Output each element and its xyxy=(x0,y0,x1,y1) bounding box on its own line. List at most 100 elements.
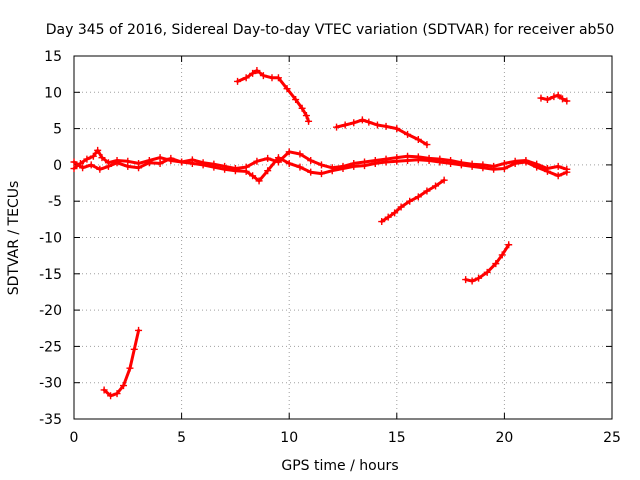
y-tick-label: -25 xyxy=(39,339,62,355)
y-axis-label: SDTVAR / TECUs xyxy=(6,181,22,296)
data-point xyxy=(231,165,239,173)
data-point xyxy=(328,164,336,172)
data-point xyxy=(550,93,558,101)
y-tick-label: -15 xyxy=(39,267,62,283)
series-3 xyxy=(333,116,431,149)
series-2 xyxy=(234,67,313,125)
data-point xyxy=(234,77,242,85)
data-point xyxy=(457,159,465,167)
data-point xyxy=(242,74,250,82)
data-point xyxy=(255,177,263,185)
data-point xyxy=(307,168,315,176)
data-point xyxy=(100,386,108,394)
data-point xyxy=(373,121,381,129)
data-point xyxy=(89,152,97,160)
data-point xyxy=(253,67,261,75)
x-tick-label: 10 xyxy=(280,430,298,446)
data-point xyxy=(341,121,349,129)
data-point xyxy=(554,162,562,170)
data-point xyxy=(249,172,257,180)
data-point xyxy=(259,72,267,80)
series-4 xyxy=(378,176,448,226)
data-point xyxy=(302,112,310,120)
data-point xyxy=(285,159,293,167)
data-point xyxy=(113,390,121,398)
data-point xyxy=(483,268,491,276)
data-point xyxy=(490,162,498,170)
data-point xyxy=(135,164,143,172)
data-point xyxy=(130,345,138,353)
data-point xyxy=(317,161,325,169)
data-point xyxy=(292,96,300,104)
data-point xyxy=(436,155,444,163)
data-point xyxy=(296,150,304,158)
data-point xyxy=(365,118,373,126)
axis-ticks: 0 5 10 15 20 25 -35 -30 -25 -20 -15 -10 -5 0 5 10 15 xyxy=(39,49,621,446)
y-tick-label: 5 xyxy=(53,122,62,138)
data-point xyxy=(188,156,196,164)
data-point xyxy=(296,163,304,171)
data-point xyxy=(554,172,562,180)
data-point xyxy=(87,161,95,169)
y-tick-label: -30 xyxy=(39,376,62,392)
data-point xyxy=(425,154,433,162)
data-point xyxy=(264,154,272,162)
data-point xyxy=(423,141,431,149)
chart-title: Day 345 of 2016, Sidereal Day-to-day VTE… xyxy=(46,22,615,38)
data-point xyxy=(500,159,508,167)
data-point xyxy=(145,159,153,167)
data-point xyxy=(543,165,551,173)
data-point xyxy=(475,274,483,282)
data-point xyxy=(404,152,412,160)
y-tick-label: 10 xyxy=(44,85,62,101)
data-point xyxy=(447,157,455,165)
data-point xyxy=(307,157,315,165)
data-point xyxy=(274,74,282,82)
data-point xyxy=(178,158,186,166)
data-point xyxy=(126,364,134,372)
data-point xyxy=(382,122,390,130)
data-point xyxy=(397,203,405,211)
data-point xyxy=(382,155,390,163)
data-point xyxy=(393,125,401,133)
data-point xyxy=(498,251,506,259)
data-point xyxy=(167,154,175,162)
y-tick-label: 15 xyxy=(44,49,62,65)
data-point xyxy=(199,159,207,167)
y-tick-label: -5 xyxy=(48,194,62,210)
data-point xyxy=(350,119,358,127)
data-point xyxy=(317,170,325,178)
data-point xyxy=(511,157,519,165)
data-point xyxy=(378,218,386,226)
y-tick-label: 0 xyxy=(53,158,62,174)
data-point xyxy=(479,161,487,169)
data-point xyxy=(96,165,104,173)
data-point xyxy=(268,74,276,82)
data-point xyxy=(283,85,291,93)
data-point xyxy=(264,167,272,175)
grid-lines xyxy=(74,56,612,419)
series-1 xyxy=(70,148,571,173)
data-point xyxy=(468,277,476,285)
data-point xyxy=(113,159,121,167)
data-point xyxy=(371,157,379,165)
data-point xyxy=(414,193,422,201)
data-series xyxy=(70,67,571,400)
data-point xyxy=(285,148,293,156)
series-7 xyxy=(537,91,571,105)
data-point xyxy=(70,158,78,166)
data-point xyxy=(406,197,414,205)
data-point xyxy=(98,154,106,162)
data-point xyxy=(79,164,87,172)
data-point xyxy=(462,276,470,284)
data-point xyxy=(119,382,127,390)
data-point xyxy=(522,157,530,165)
data-point xyxy=(423,187,431,195)
data-point xyxy=(242,163,250,171)
x-axis-label: GPS time / hours xyxy=(281,458,398,474)
x-tick-label: 15 xyxy=(388,430,406,446)
data-point xyxy=(440,176,448,184)
data-point xyxy=(414,135,422,143)
data-point xyxy=(249,69,257,77)
